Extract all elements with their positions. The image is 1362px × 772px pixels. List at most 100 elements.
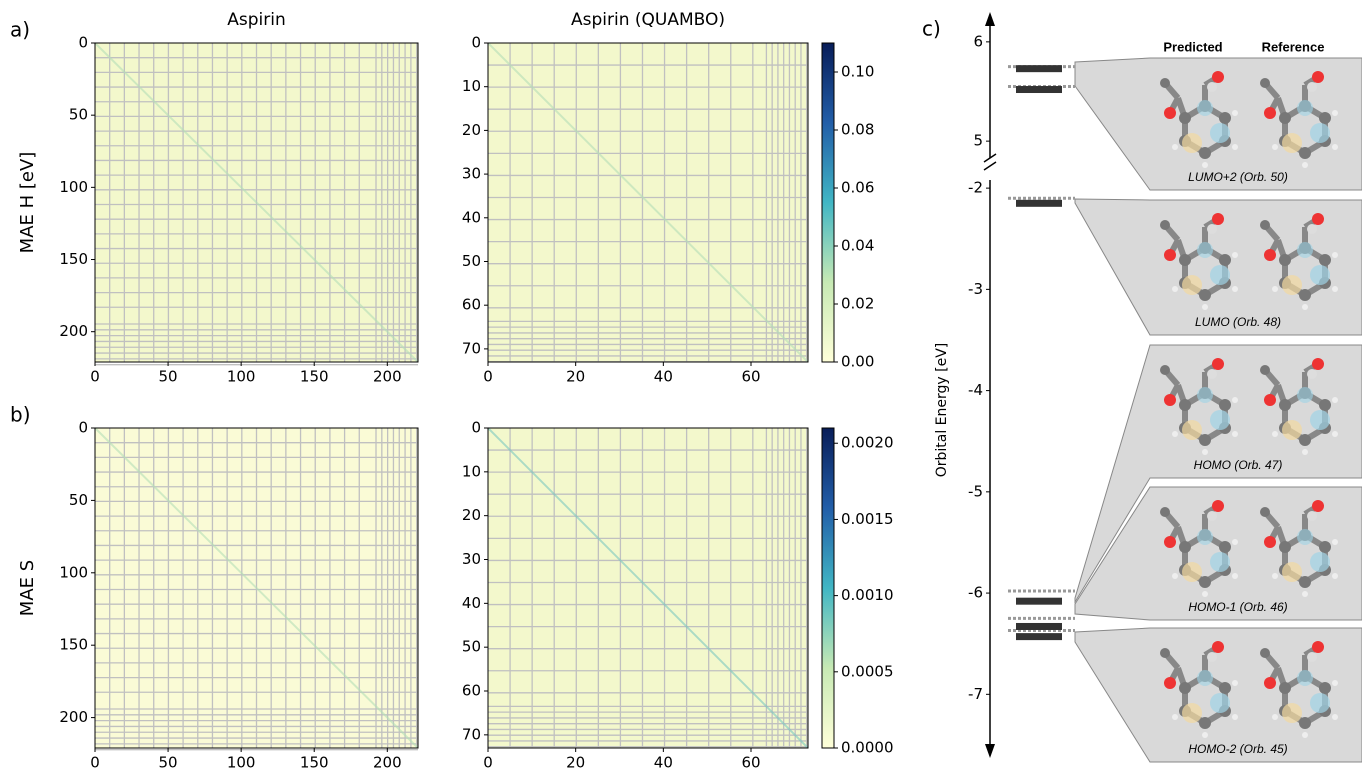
orbital-caption: HOMO (Orb. 47) (1194, 458, 1283, 472)
y-tick-label: 6 (973, 32, 983, 50)
y-tick-label: -4 (968, 381, 983, 399)
axis-break (983, 153, 997, 171)
y-tick-label: 0 (78, 34, 88, 52)
diagonal-texture (94, 42, 419, 363)
colorbar-tick-label: 0.02 (841, 295, 874, 313)
heatmap-frame (94, 42, 419, 363)
reference-level (1016, 633, 1062, 641)
column-header: Predicted (1163, 39, 1222, 54)
y-tick-label: -2 (968, 179, 983, 197)
callout-box (1074, 344, 1362, 604)
y-tick-label: 40 (462, 594, 481, 612)
y-tick-label: 60 (462, 296, 481, 314)
y-tick-label: 20 (462, 121, 481, 139)
block-grid (95, 428, 418, 751)
y-tick-label: 70 (462, 725, 481, 743)
colorbar-tick-label: 0.0000 (841, 739, 894, 757)
panel-label: b) (10, 403, 31, 427)
y-tick-label: 100 (59, 178, 88, 196)
y-tick-label: -3 (968, 280, 983, 298)
colorbar-tick-label: 0.04 (841, 237, 874, 255)
panel-label: c) (922, 17, 941, 41)
reference-level (1016, 65, 1062, 73)
x-tick-label: 0 (483, 754, 493, 772)
reference-level (1016, 597, 1062, 605)
x-tick-label: 0 (90, 754, 100, 772)
x-tick-label: 40 (654, 754, 673, 772)
block-grid (95, 43, 418, 366)
colorbar-tick-label: 0.0005 (841, 662, 894, 680)
y-tick-label: 20 (462, 506, 481, 524)
x-tick-label: 100 (227, 754, 256, 772)
y-tick-label: 0 (471, 34, 481, 52)
orbital-caption: LUMO (Orb. 48) (1195, 315, 1281, 329)
colorbar (821, 427, 835, 749)
y-tick-label: 10 (462, 77, 481, 95)
y-axis-label: MAE H [eV] (17, 152, 38, 254)
y-tick-label: 0 (471, 419, 481, 437)
diagonal-texture (487, 427, 809, 749)
y-axis-label: MAE S (17, 560, 38, 616)
x-tick-label: 150 (300, 754, 329, 772)
y-tick-label: 5 (973, 132, 983, 150)
y-tick-label: 200 (59, 322, 88, 340)
orbital-caption: LUMO+2 (Orb. 50) (1188, 170, 1288, 184)
x-tick-label: 200 (373, 368, 402, 386)
x-tick-label: 0 (90, 368, 100, 386)
x-tick-label: 20 (566, 754, 585, 772)
y-axis-label: Orbital Energy [eV] (934, 343, 950, 478)
heatmap-title: Aspirin (227, 10, 286, 30)
column-header: Reference (1262, 39, 1325, 54)
y-tick-label: 150 (59, 636, 88, 654)
y-tick-label: 50 (69, 491, 88, 509)
heatmap-frame (487, 42, 809, 363)
arrow-head (985, 744, 995, 758)
reference-level (1016, 86, 1062, 94)
y-tick-label: 60 (462, 682, 481, 700)
y-tick-label: -7 (968, 685, 983, 703)
x-tick-label: 200 (373, 754, 402, 772)
x-tick-label: 150 (300, 368, 329, 386)
y-tick-label: 40 (462, 208, 481, 226)
y-tick-label: 30 (462, 165, 481, 183)
heatmap-title: Aspirin (QUAMBO) (571, 10, 725, 30)
y-tick-label: 50 (69, 106, 88, 124)
x-tick-label: 100 (227, 368, 256, 386)
x-tick-label: 20 (566, 368, 585, 386)
colorbar-tick-label: 0.08 (841, 121, 874, 139)
diagonal-texture (94, 427, 419, 749)
colorbar-tick-label: 0.10 (841, 63, 874, 81)
y-tick-label: 200 (59, 708, 88, 726)
colorbar (821, 42, 835, 363)
heatmap-frame (94, 427, 419, 749)
colorbar-tick-label: 0.0020 (841, 434, 894, 452)
y-tick-label: 70 (462, 339, 481, 357)
arrow-head (985, 12, 995, 26)
colorbar-tick-label: 0.06 (841, 179, 874, 197)
orbital-caption: HOMO-2 (Orb. 45) (1188, 742, 1287, 756)
x-tick-label: 60 (741, 754, 760, 772)
y-tick-label: 100 (59, 563, 88, 581)
x-tick-label: 40 (654, 368, 673, 386)
y-tick-label: -5 (968, 482, 983, 500)
x-tick-label: 0 (483, 368, 493, 386)
colorbar-tick-label: 0.0010 (841, 586, 894, 604)
x-tick-label: 50 (159, 754, 178, 772)
y-tick-label: -6 (968, 584, 983, 602)
reference-level (1016, 199, 1062, 207)
block-grid (488, 428, 808, 748)
y-tick-label: 30 (462, 550, 481, 568)
y-tick-label: 0 (78, 419, 88, 437)
colorbar-tick-label: 0.00 (841, 353, 874, 371)
x-tick-label: 50 (159, 368, 178, 386)
y-tick-label: 10 (462, 462, 481, 480)
x-tick-label: 60 (741, 368, 760, 386)
y-tick-label: 50 (462, 252, 481, 270)
orbital-caption: HOMO-1 (Orb. 46) (1188, 600, 1287, 614)
diagonal-texture (487, 42, 809, 363)
reference-level (1016, 622, 1062, 630)
colorbar-tick-label: 0.0015 (841, 510, 894, 528)
heatmap-frame (487, 427, 809, 749)
y-tick-label: 50 (462, 638, 481, 656)
